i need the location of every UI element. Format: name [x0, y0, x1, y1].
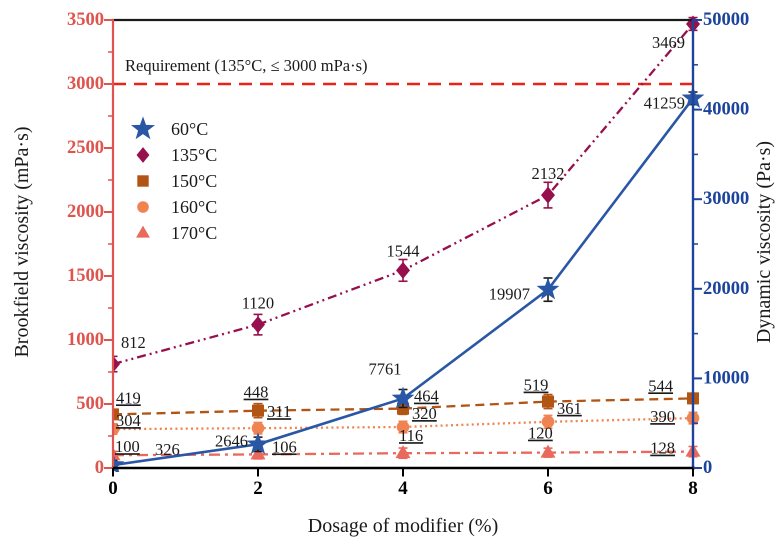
marker-135C — [113, 355, 120, 373]
marker-150C — [397, 402, 409, 415]
value-label-150C: 544 — [648, 376, 673, 395]
right-axis-tick-label: 30000 — [703, 189, 749, 209]
x-axis-tick-label: 8 — [688, 478, 698, 499]
x-axis-tick-label: 2 — [253, 478, 263, 499]
left-axis-tick-label: 500 — [76, 394, 104, 414]
series-line-135C — [113, 23, 694, 366]
value-label-160C: 304 — [116, 411, 141, 430]
value-label-170C: 128 — [650, 439, 675, 458]
marker-60C — [536, 277, 560, 300]
x-axis-title: Dosage of modifier (%) — [307, 515, 499, 537]
value-label-135C: 1120 — [242, 294, 274, 313]
left-axis-tick-label: 3500 — [67, 10, 104, 30]
marker-170C — [395, 445, 411, 459]
marker-170C — [250, 446, 266, 460]
value-label-60C: 41259 — [644, 93, 685, 112]
legend-marker-170C — [136, 225, 150, 238]
value-label-60C: 2646 — [215, 431, 248, 450]
marker-160C — [251, 421, 265, 435]
marker-135C — [396, 261, 410, 279]
left-axis-title: Brookfield viscosity (mPa·s) — [11, 126, 33, 358]
legend-marker-160C — [137, 201, 149, 213]
legend: 60°C 135°C 150°C 160°C 170°C — [131, 116, 217, 243]
legend-marker-150C — [137, 175, 149, 187]
marker-150C — [113, 408, 119, 421]
value-label-170C: 120 — [528, 424, 553, 443]
marker-60C — [391, 386, 415, 409]
value-label-60C: 7761 — [369, 359, 402, 378]
requirement-label: Requirement (135°C, ≤ 3000 mPa·s) — [125, 56, 368, 75]
legend-marker-135C — [136, 147, 150, 163]
marker-60C — [246, 432, 270, 454]
right-axis-tick-label: 0 — [703, 458, 712, 478]
error-bar-135C — [113, 355, 118, 373]
value-label-150C: 448 — [244, 383, 269, 402]
x-axis-tick-label: 0 — [108, 478, 118, 499]
value-label-135C: 1544 — [387, 241, 420, 260]
value-label-150C: 519 — [524, 376, 549, 395]
value-label-160C: 361 — [557, 399, 582, 418]
left-axis-tick-label: 1000 — [67, 330, 104, 350]
left-axis-tick-label: 2000 — [67, 202, 104, 222]
value-label-160C: 311 — [267, 402, 291, 421]
marker-160C — [396, 420, 410, 434]
marker-160C — [113, 422, 120, 436]
legend-label-60C: 60°C — [171, 119, 208, 139]
legend-marker-60C — [131, 116, 155, 140]
value-label-170C: 116 — [399, 426, 423, 445]
value-label-135C: 812 — [121, 333, 146, 352]
value-label-135C: 2132 — [532, 164, 565, 183]
marker-150C — [252, 404, 264, 417]
value-label-160C: 320 — [412, 404, 437, 423]
value-label-60C: 326 — [155, 440, 180, 459]
right-axis-tick-label: 50000 — [703, 10, 749, 30]
value-label-60C: 19907 — [489, 285, 530, 304]
marker-135C — [541, 186, 555, 204]
right-axis-tick-label: 20000 — [703, 279, 749, 299]
marker-135C — [251, 316, 265, 334]
value-label-170C: 100 — [115, 437, 140, 456]
series-layer — [113, 15, 705, 472]
legend-label-135C: 135°C — [171, 145, 217, 165]
left-axis-tick-label: 2500 — [67, 138, 104, 158]
left-axis-tick-label: 1500 — [67, 266, 104, 286]
legend-label-150C: 150°C — [171, 171, 217, 191]
left-axis-tick-label: 0 — [95, 458, 104, 478]
legend-label-170C: 170°C — [171, 223, 217, 243]
value-label-150C: 419 — [116, 388, 141, 407]
value-label-150C: 464 — [414, 387, 439, 406]
marker-150C — [542, 395, 554, 408]
value-label-160C: 390 — [650, 407, 675, 426]
value-label-170C: 106 — [272, 437, 297, 456]
marker-170C — [540, 444, 556, 458]
left-axis-tick-label: 3000 — [67, 74, 104, 94]
marker-160C — [541, 415, 555, 429]
marker-170C — [113, 447, 121, 461]
right-axis-title: Dynamic viscosity (Pa·s) — [753, 140, 775, 344]
x-axis-tick-label: 6 — [543, 478, 553, 499]
right-axis-tick-label: 40000 — [703, 100, 749, 120]
right-axis-tick-label: 10000 — [703, 368, 749, 388]
x-axis-tick-label: 4 — [398, 478, 408, 499]
value-label-135C: 3469 — [652, 33, 685, 52]
legend-label-160C: 160°C — [171, 197, 217, 217]
